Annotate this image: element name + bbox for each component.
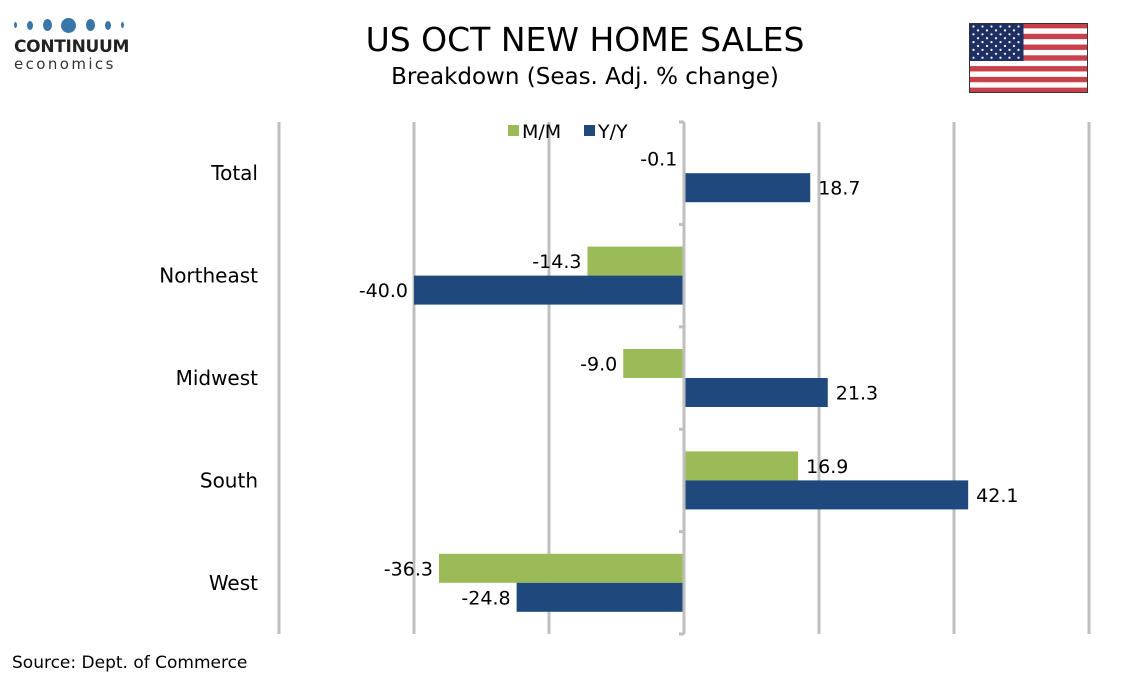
- legend: M/M Y/Y: [508, 121, 628, 143]
- logo-name: CONTINUUM: [14, 37, 130, 57]
- flag-star: [990, 41, 993, 44]
- flag-star: [1012, 44, 1016, 48]
- flag-star: [990, 33, 993, 36]
- data-label-yy-midwest: 21.3: [836, 383, 878, 405]
- flag-star: [1003, 52, 1007, 55]
- legend-swatch-yy: [584, 125, 595, 136]
- flag-star: [994, 29, 998, 32]
- flag-stripe: [969, 23, 1088, 29]
- flag-star: [999, 41, 1002, 44]
- flag-star: [985, 37, 989, 40]
- bar-yy-west: [516, 582, 684, 612]
- source-note: Source: Dept. of Commerce: [12, 653, 248, 673]
- flag-star: [1003, 44, 1007, 48]
- flag-star: [972, 33, 975, 36]
- flag-stripe: [969, 76, 1088, 83]
- bar-yy-northeast: [414, 275, 684, 305]
- data-label-mm-midwest: -9.0: [580, 354, 617, 376]
- bar-mm-south: [684, 451, 799, 481]
- logo-dots-icon: [14, 14, 124, 36]
- category-label-midwest: Midwest: [176, 366, 259, 390]
- legend-label-mm: M/M: [522, 121, 561, 143]
- flag-star: [972, 41, 975, 44]
- flag-star: [1012, 52, 1016, 55]
- category-label-south: South: [200, 468, 258, 492]
- flag-star: [990, 48, 993, 51]
- bar-yy-south: [684, 480, 969, 510]
- flag-star: [976, 37, 980, 40]
- flag-star: [976, 29, 980, 32]
- legend-label-yy: Y/Y: [597, 121, 628, 143]
- flag-star: [976, 52, 980, 55]
- flag-star: [999, 56, 1002, 59]
- flag-star: [981, 48, 984, 51]
- category-label-total: Total: [210, 161, 258, 185]
- data-label-yy-south: 42.1: [976, 485, 1018, 507]
- flag-star: [1017, 48, 1020, 51]
- flag-star: [1017, 25, 1020, 28]
- flag-star: [1003, 29, 1007, 32]
- flag-star: [981, 41, 984, 44]
- flag-star: [1012, 37, 1016, 40]
- flag-star: [990, 56, 993, 59]
- flag-star: [994, 52, 998, 55]
- flag-star: [1017, 56, 1020, 59]
- flag-star: [1008, 56, 1011, 59]
- category-label-west: West: [209, 571, 258, 595]
- flag-stripe: [969, 33, 1088, 40]
- flag-star: [999, 33, 1002, 36]
- flag-stripe: [969, 66, 1088, 72]
- flag-star: [985, 29, 989, 32]
- us-flag-icon: [969, 23, 1088, 93]
- flag-star: [981, 33, 984, 36]
- flag-star: [981, 56, 984, 59]
- data-labels: -0.1 18.7 -14.3 -40.0 -9.0 21.3 16.9 42.1 -36.3 -…: [359, 149, 1019, 610]
- flag-star: [1017, 33, 1020, 36]
- logo-subtitle: economics: [14, 55, 116, 73]
- flag-star: [985, 44, 989, 48]
- flag-star: [981, 25, 984, 28]
- data-label-yy-total: 18.7: [818, 178, 860, 200]
- bar-yy-midwest: [684, 378, 828, 407]
- flag-star: [972, 25, 975, 28]
- flag-star: [1017, 41, 1020, 44]
- flag-star: [1008, 33, 1011, 36]
- category-label-northeast: Northeast: [159, 264, 258, 288]
- flag-star: [994, 44, 998, 48]
- bar-mm-northeast: [587, 246, 684, 276]
- flag-star: [999, 48, 1002, 51]
- data-label-mm-northeast: -14.3: [532, 251, 581, 273]
- flag-star: [972, 56, 975, 59]
- flag-star: [994, 37, 998, 40]
- legend-swatch-mm: [508, 125, 519, 136]
- data-label-mm-total: -0.1: [640, 149, 677, 171]
- flag-star: [999, 25, 1002, 28]
- bar-mm-west: [438, 553, 684, 583]
- flag-star: [1008, 41, 1011, 44]
- flag-stripe: [969, 55, 1088, 61]
- chart-title: US OCT NEW HOME SALES: [365, 20, 805, 59]
- bar-yy-total: [684, 173, 811, 203]
- flag-stripe: [969, 87, 1088, 93]
- flag-star: [1008, 25, 1011, 28]
- category-labels: Total Northeast Midwest South West: [159, 161, 258, 595]
- data-label-yy-west: -24.8: [461, 587, 510, 609]
- chart-subtitle: Breakdown (Seas. Adj. % change): [391, 64, 779, 90]
- data-label-mm-south: 16.9: [806, 456, 848, 478]
- data-label-yy-northeast: -40.0: [359, 280, 408, 302]
- flag-star: [972, 48, 975, 51]
- bar-mm-midwest: [623, 349, 684, 378]
- flag-star: [1003, 37, 1007, 40]
- flag-star: [1012, 29, 1016, 32]
- zero-axis: [679, 120, 686, 636]
- continuum-economics-logo: CONTINUUM economics: [14, 14, 134, 72]
- bars: [414, 144, 969, 612]
- flag-star: [985, 52, 989, 55]
- flag-star: [1008, 48, 1011, 51]
- flag-star: [990, 25, 993, 28]
- flag-star: [976, 44, 980, 48]
- flag-stripe: [969, 44, 1088, 50]
- data-label-mm-west: -36.3: [384, 558, 433, 580]
